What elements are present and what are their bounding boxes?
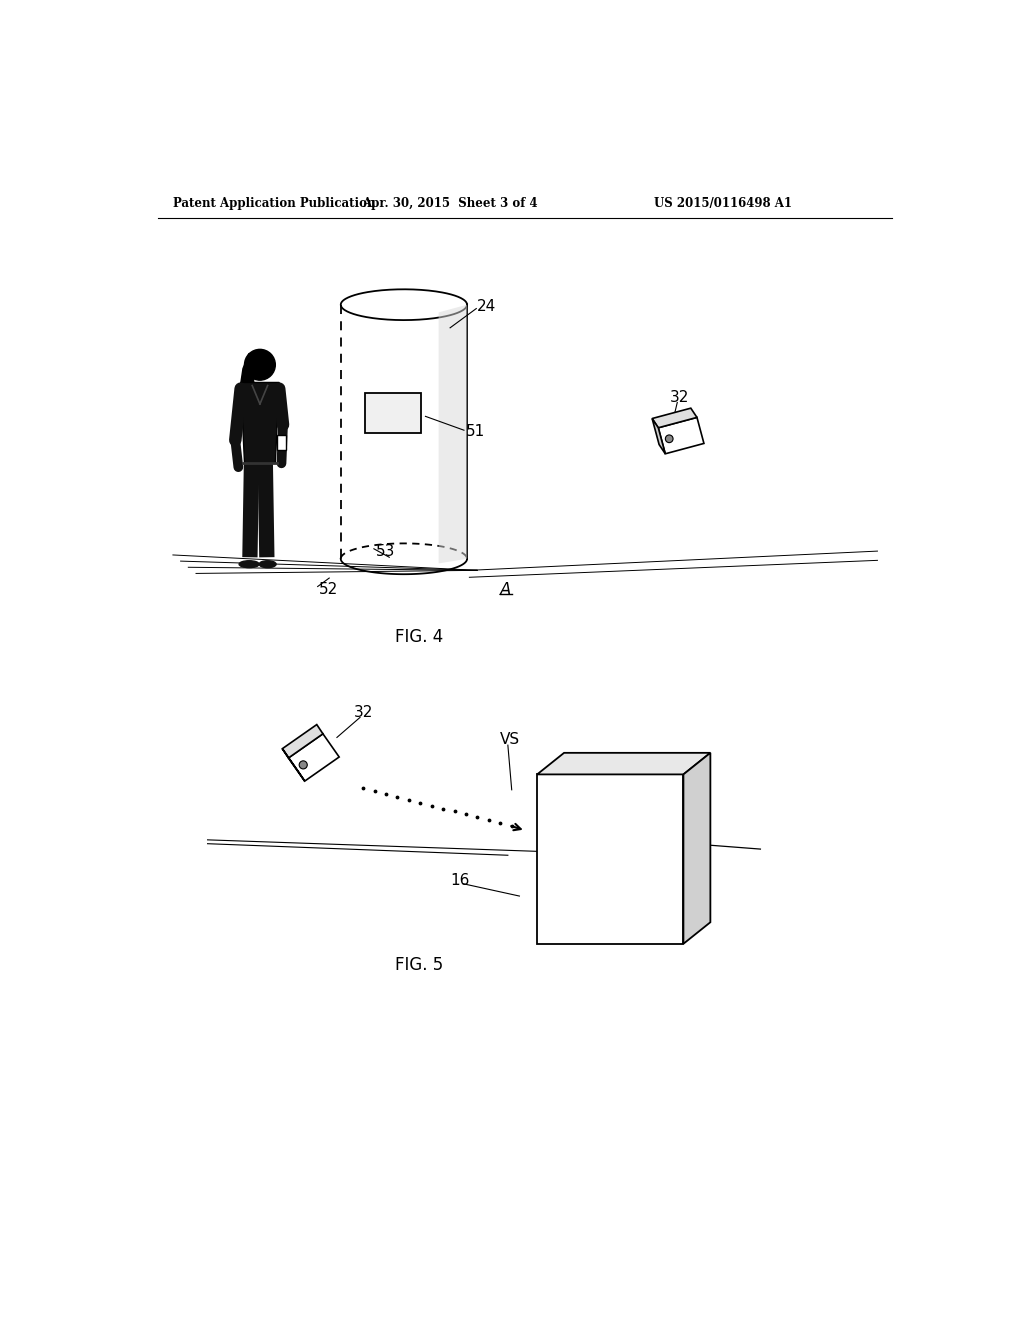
Bar: [276, 434, 286, 450]
Text: VS: VS: [500, 733, 520, 747]
Polygon shape: [438, 305, 467, 564]
Ellipse shape: [259, 561, 276, 568]
Text: FIG. 4: FIG. 4: [395, 628, 443, 647]
Polygon shape: [283, 725, 323, 758]
Polygon shape: [241, 383, 280, 463]
Polygon shape: [241, 354, 254, 407]
Polygon shape: [652, 408, 697, 428]
Bar: [366, 393, 421, 433]
Text: 24: 24: [477, 298, 497, 314]
Text: Patent Application Publication: Patent Application Publication: [173, 197, 376, 210]
Polygon shape: [652, 418, 666, 454]
Circle shape: [299, 760, 307, 770]
Polygon shape: [683, 752, 711, 944]
Text: FIG. 5: FIG. 5: [395, 957, 443, 974]
Text: Apr. 30, 2015  Sheet 3 of 4: Apr. 30, 2015 Sheet 3 of 4: [362, 197, 538, 210]
Text: 32: 32: [670, 389, 689, 405]
Text: 52: 52: [319, 582, 339, 597]
Polygon shape: [283, 748, 305, 781]
Polygon shape: [538, 752, 711, 775]
Text: US 2015/0116498 A1: US 2015/0116498 A1: [654, 197, 793, 210]
Polygon shape: [658, 417, 703, 454]
Bar: [538, 775, 683, 944]
Text: 32: 32: [354, 705, 373, 721]
Text: 53: 53: [376, 544, 395, 558]
Ellipse shape: [240, 561, 259, 568]
Circle shape: [666, 434, 673, 442]
Circle shape: [245, 350, 275, 380]
Polygon shape: [289, 734, 339, 781]
Text: 51: 51: [466, 424, 484, 440]
Text: A: A: [500, 581, 512, 598]
Text: 16: 16: [451, 873, 469, 888]
